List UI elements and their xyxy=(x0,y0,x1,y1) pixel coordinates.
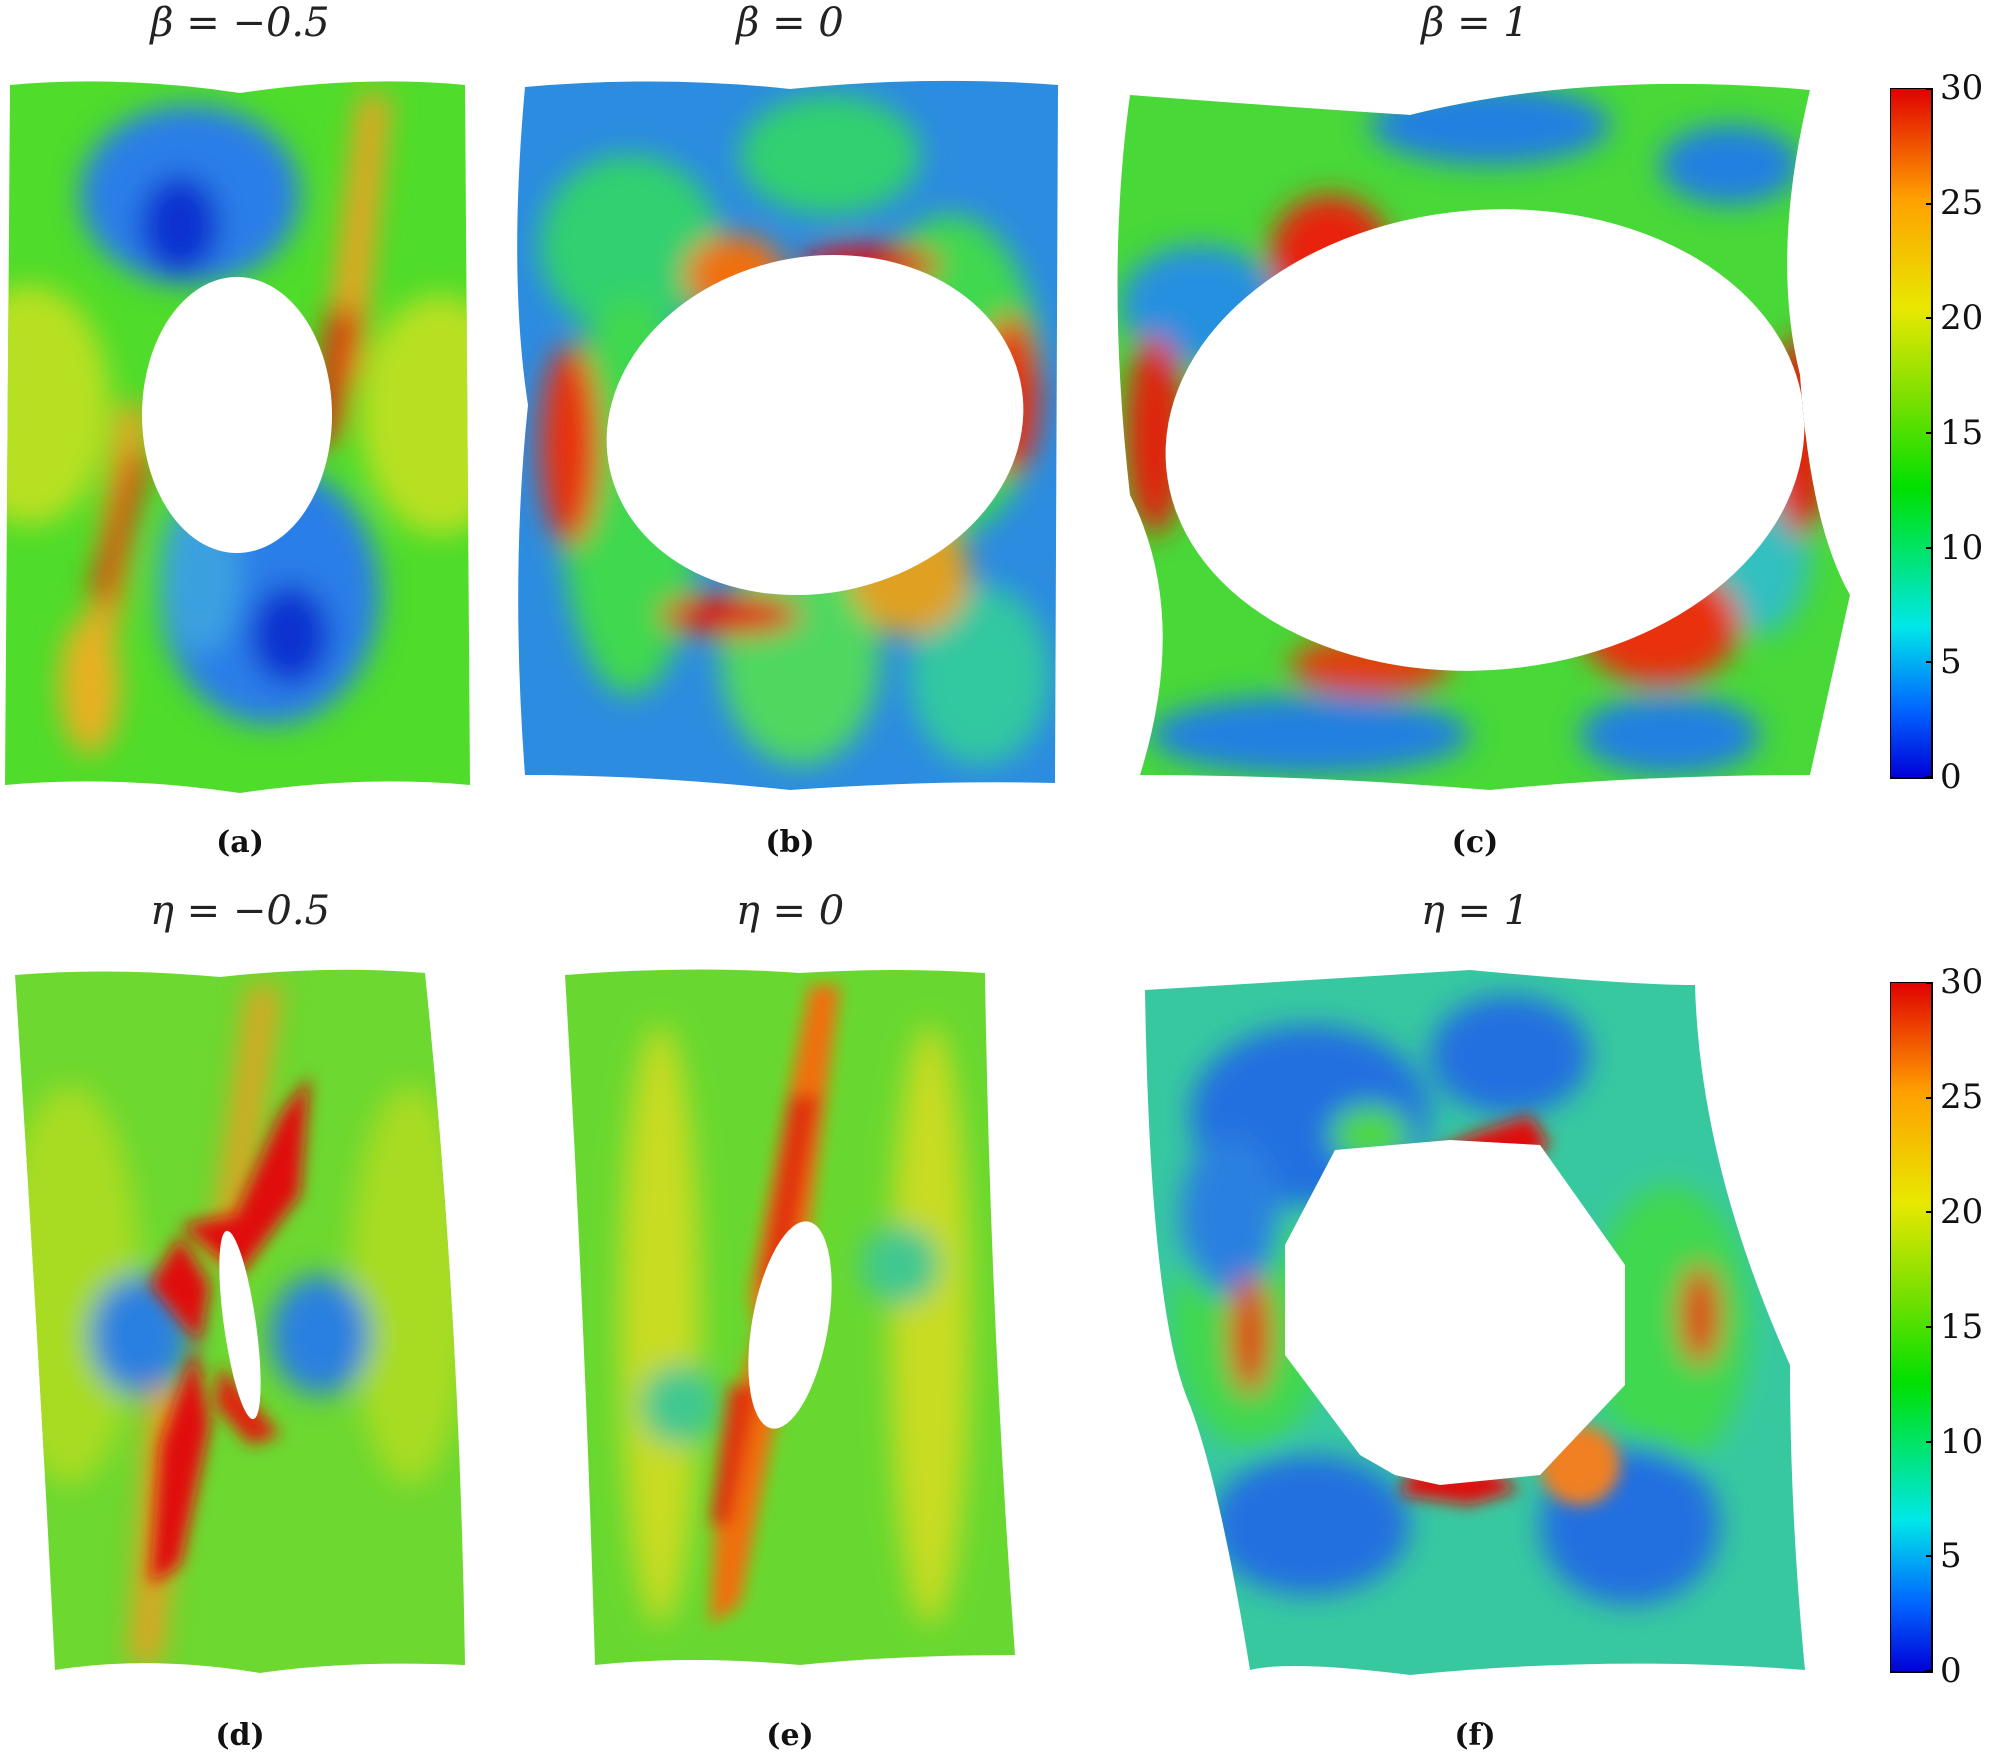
panel-b-title: β = 0 xyxy=(736,0,844,46)
panel-c-contour xyxy=(1110,75,1860,805)
panel-a-contour xyxy=(0,75,480,805)
panel-f-title: η = 1 xyxy=(1420,888,1530,934)
colorbar-top-tick-25: 25 xyxy=(1940,183,1984,223)
panel-a-title: β = −0.5 xyxy=(150,0,330,46)
colorbar-bottom-tick-20: 20 xyxy=(1940,1192,1984,1232)
colorbar-bottom-tick-10: 10 xyxy=(1940,1422,1984,1462)
colorbar-top-tick-10: 10 xyxy=(1940,528,1984,568)
panel-e-caption: (e) xyxy=(766,1718,814,1753)
panel-e-contour xyxy=(560,965,1030,1685)
colorbar-bottom-tick-0: 0 xyxy=(1940,1651,1962,1691)
panel-f-contour xyxy=(1110,965,1830,1685)
colorbar-bottom xyxy=(1890,982,1940,1682)
panel-b-contour xyxy=(510,75,1070,805)
colorbar-bottom-tick-30: 30 xyxy=(1940,962,1984,1002)
panel-b-caption: (b) xyxy=(765,825,815,860)
colorbar-top-tick-5: 5 xyxy=(1940,642,1962,682)
colorbar-top-tick-30: 30 xyxy=(1940,68,1984,108)
panel-c-title: β = 1 xyxy=(1421,0,1529,46)
colorbar-bottom-tick-25: 25 xyxy=(1940,1077,1984,1117)
colorbar-top xyxy=(1890,88,1940,788)
colorbar-top-tick-20: 20 xyxy=(1940,298,1984,338)
panel-d-title: η = −0.5 xyxy=(149,888,331,934)
panel-f-caption: (f) xyxy=(1454,1718,1496,1753)
panel-c-caption: (c) xyxy=(1451,825,1499,860)
panel-a-caption: (a) xyxy=(216,825,264,860)
colorbar-bottom-tick-5: 5 xyxy=(1940,1536,1962,1576)
colorbar-top-tick-15: 15 xyxy=(1940,413,1984,453)
panel-d-contour xyxy=(10,965,470,1685)
panel-e-title: η = 0 xyxy=(735,888,845,934)
panel-d-caption: (d) xyxy=(215,1718,265,1753)
colorbar-top-tick-0: 0 xyxy=(1940,757,1962,797)
colorbar-bottom-tick-15: 15 xyxy=(1940,1307,1984,1347)
